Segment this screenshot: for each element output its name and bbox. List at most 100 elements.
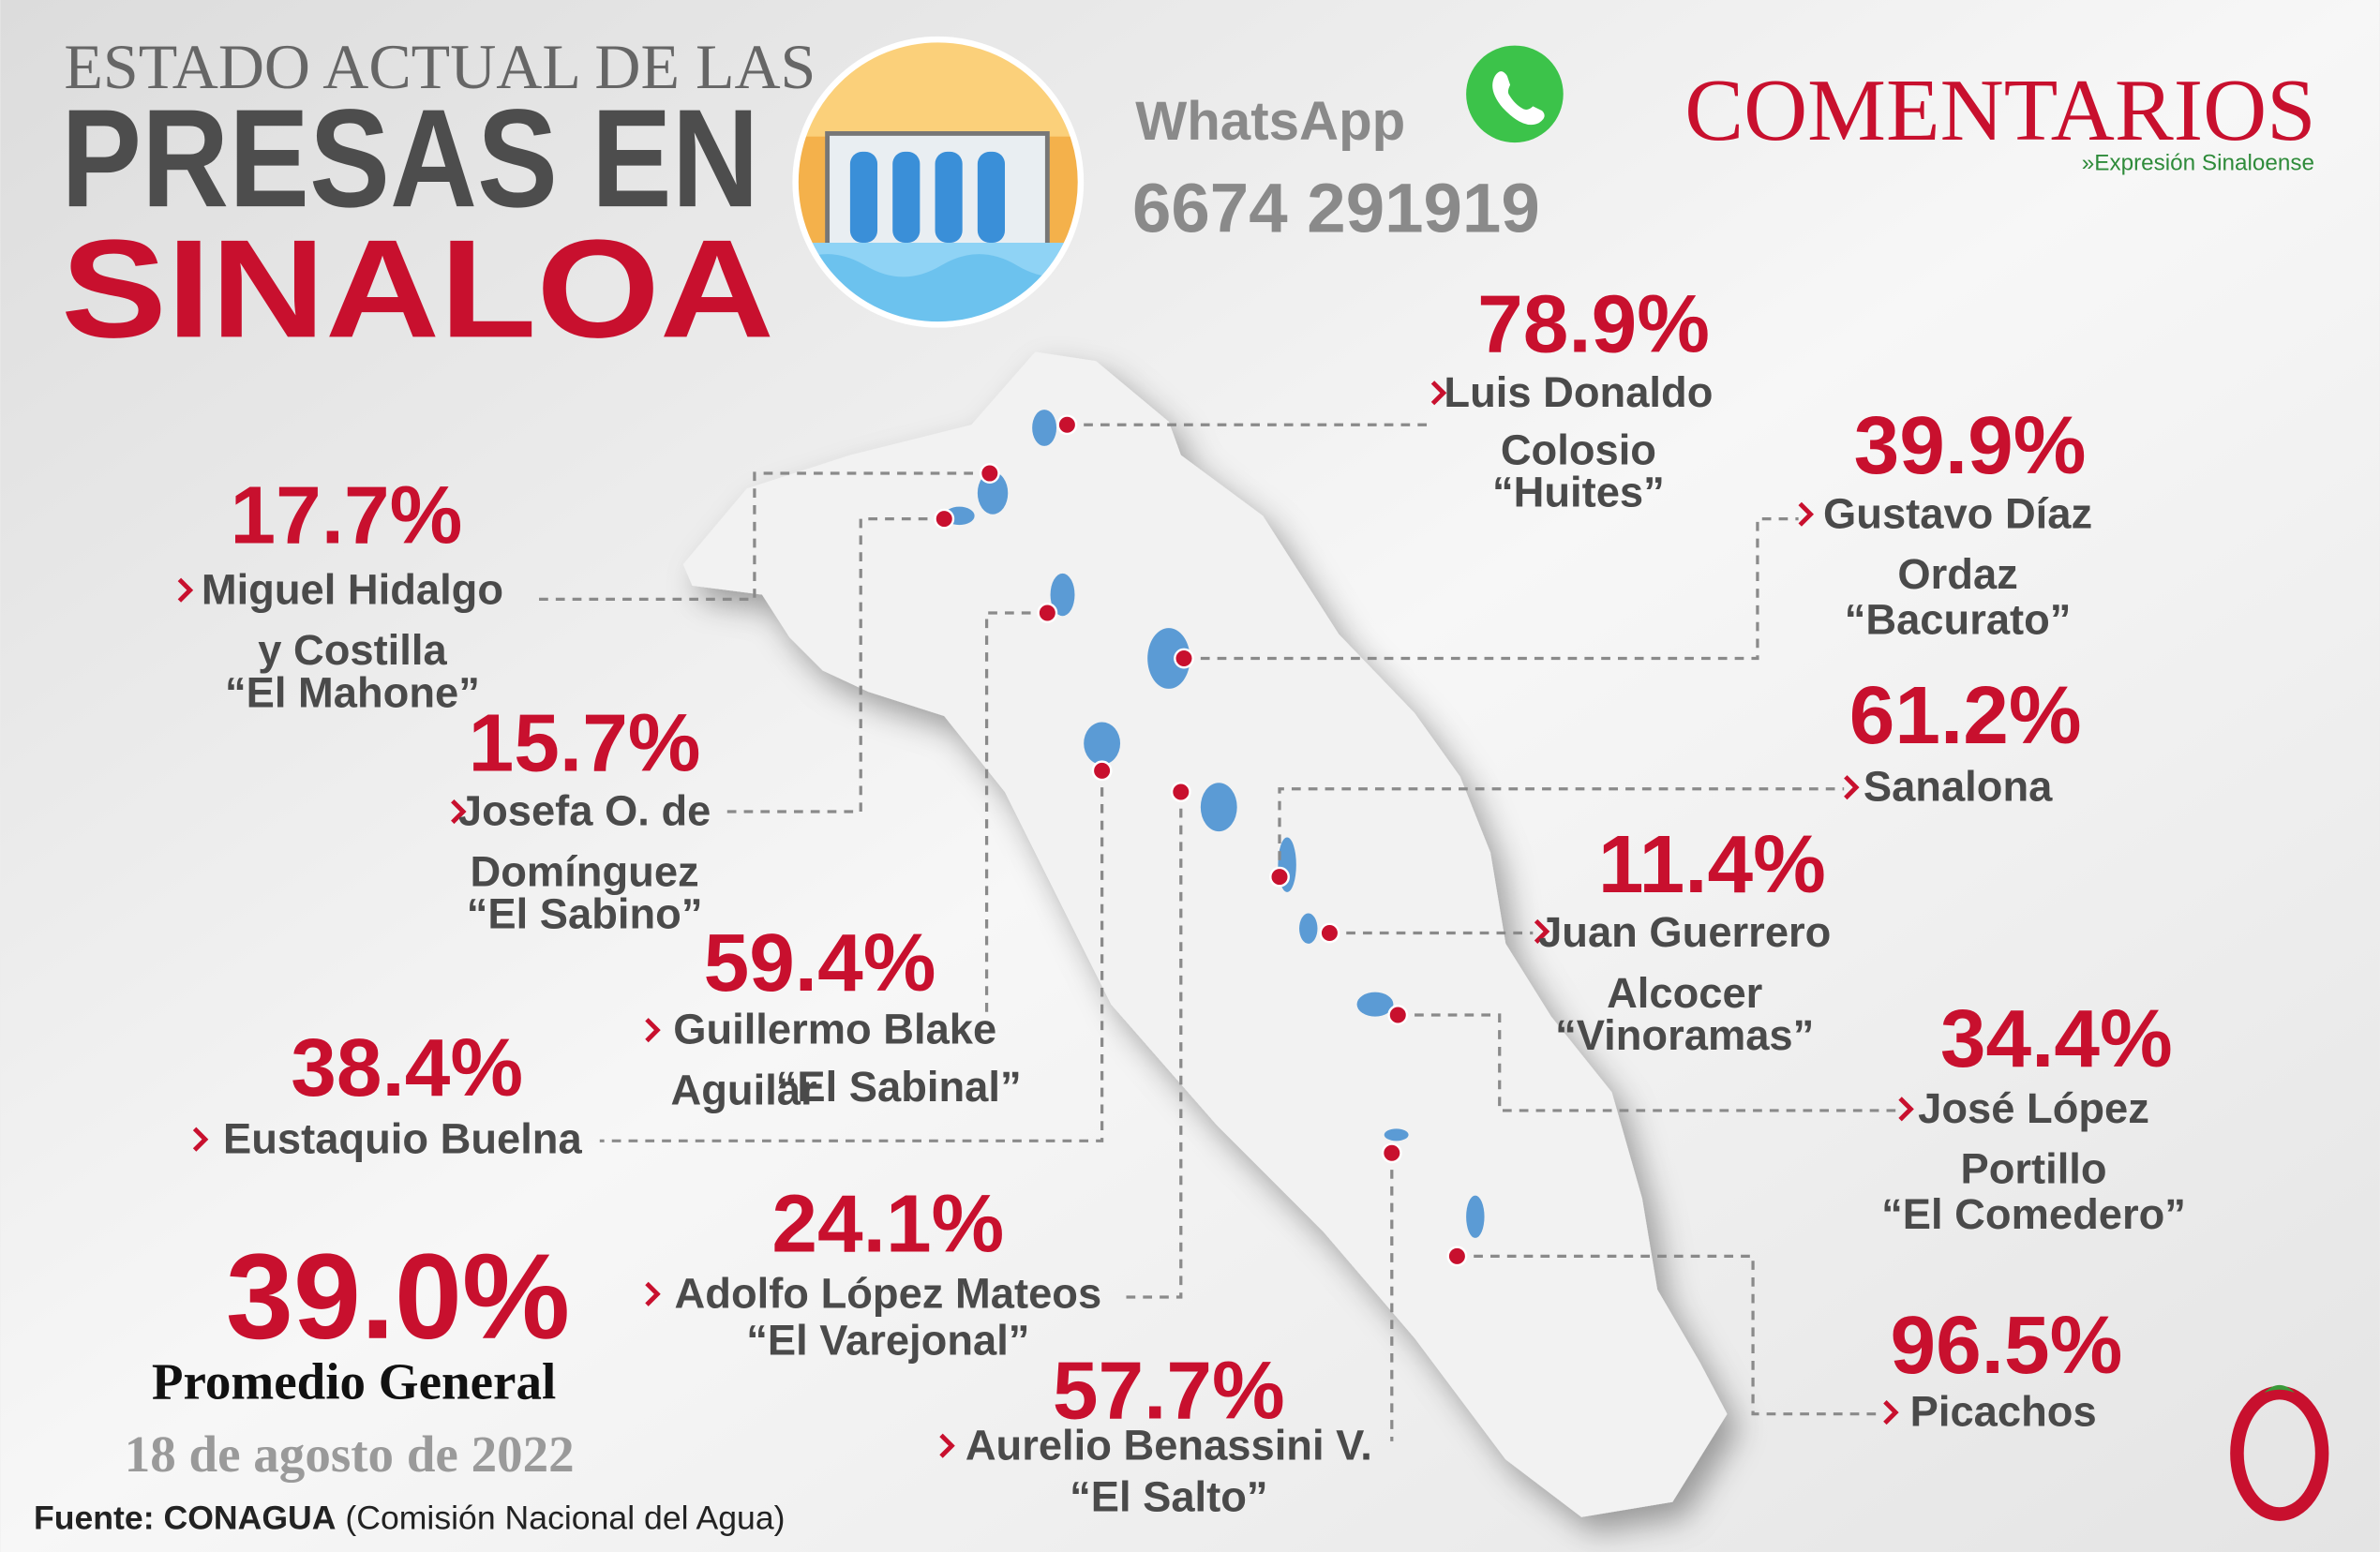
dam-name-line: Alcocer: [1607, 969, 1762, 1017]
label-arrow: [1798, 501, 1815, 527]
label-arrow: [1430, 381, 1447, 406]
dam-name-line: “El Sabinal”: [776, 1063, 1022, 1111]
lake: [1200, 783, 1237, 832]
dam-dot: [1056, 414, 1078, 436]
dam-name-line: Domínguez: [471, 847, 699, 895]
whatsapp-icon: [1466, 45, 1564, 143]
connector: [599, 770, 1104, 1142]
dam-percent: 78.9%: [1477, 278, 1710, 370]
dam-name-line: “El Sabino”: [467, 890, 703, 938]
dam-name-line: “El Comedero”: [1881, 1190, 2186, 1238]
lake: [1147, 628, 1190, 689]
dam-name-line: “Huites”: [1492, 469, 1665, 516]
dam-percent: 59.4%: [704, 917, 936, 1008]
title-line1: ESTADO ACTUAL DE LAS: [64, 31, 816, 102]
lake: [1384, 1128, 1409, 1142]
dam-icon-ring: [792, 36, 1085, 328]
connector: [1184, 517, 1799, 661]
dam-name-line: “Vinoramas”: [1555, 1011, 1814, 1059]
lake: [1084, 722, 1121, 765]
label-arrow: [1534, 918, 1550, 944]
dam-dot: [1269, 866, 1290, 888]
dam-name-line: Colosio: [1501, 425, 1656, 473]
brand-name: COMENTARIOS: [1684, 62, 2315, 159]
dam-name-line: Portillo: [1960, 1145, 2106, 1193]
dam-name-line: Eustaquio Buelna: [223, 1114, 582, 1162]
dam-name-line: y Costilla: [258, 626, 447, 674]
brand-tagline: »Expresión Sinaloense: [2082, 150, 2314, 175]
label-arrow: [451, 798, 467, 825]
dam-percent: 24.1%: [771, 1177, 1004, 1269]
title-line3: SINALOA: [61, 210, 774, 366]
label-arrow: [645, 1281, 661, 1306]
lake: [1299, 913, 1318, 944]
source-label: Fuente:: [34, 1500, 155, 1537]
dam-dot: [1174, 648, 1194, 669]
source-org: CONAGUA: [163, 1500, 336, 1537]
dam-dot: [1037, 603, 1058, 623]
brand-logo: [2230, 1384, 2329, 1521]
dam-percent: 15.7%: [469, 696, 701, 788]
dam-name-line: Adolfo López Mateos: [675, 1269, 1102, 1317]
source-detail: (Comisión Nacional del Agua): [345, 1500, 785, 1537]
connector: [1457, 1254, 1882, 1416]
dam-percent: 38.4%: [291, 1022, 523, 1113]
dam-name-line: José López: [1918, 1084, 2149, 1132]
whatsapp-phone-glyph: [1492, 71, 1545, 126]
dam-percent: 57.7%: [1053, 1345, 1285, 1437]
source: Fuente: CONAGUA (Comisión Nacional del A…: [34, 1500, 786, 1537]
title-line2: PRESAS EN: [61, 80, 759, 236]
dam-name-line: Picachos: [1910, 1388, 2097, 1436]
dam-percent: 39.9%: [1854, 399, 2087, 491]
dam-name-line: Josefa O. de: [458, 787, 711, 835]
map-sinaloa: [682, 351, 1728, 1517]
connector: [984, 611, 1048, 1014]
dam-percent: 34.4%: [1940, 992, 2173, 1084]
date: 18 de agosto de 2022: [125, 1425, 575, 1483]
dam-dot: [1091, 760, 1113, 782]
dam-name-line: Miguel Hidalgo: [202, 565, 503, 613]
label-arrow: [939, 1433, 955, 1458]
lake: [1032, 410, 1057, 446]
dam-name-line: “El Salto”: [1070, 1472, 1268, 1520]
label-arrow: [1898, 1097, 1914, 1122]
dam-name-line: Juan Guerrero: [1538, 908, 1831, 956]
dam-name-line: Gustavo Díaz: [1823, 489, 2092, 537]
dam-percent: 96.5%: [1890, 1299, 2122, 1391]
dam-dot: [934, 508, 955, 530]
label-arrow: [1844, 775, 1860, 800]
dam-name-line: “El Mahone”: [225, 668, 480, 716]
whatsapp-label: WhatsApp: [1135, 91, 1405, 152]
lake: [1050, 573, 1075, 617]
dam-name-line: Aguilar: [671, 1066, 817, 1113]
dam-name-line: Sanalona: [1864, 763, 2053, 811]
dam-name-line: Luis Donaldo: [1444, 368, 1713, 416]
dam-percent: 11.4%: [1598, 818, 1826, 910]
dam-dot: [1319, 922, 1340, 944]
connector: [1398, 1013, 1897, 1112]
dam-dot: [1170, 782, 1191, 802]
dam-dot: [979, 463, 1000, 484]
dam-dot: [1381, 1142, 1402, 1164]
dam-percent: 61.2%: [1849, 669, 2082, 761]
dam-name-line: Guillermo Blake: [673, 1006, 996, 1053]
dam-name-line: Aurelio Benassini V.: [965, 1421, 1372, 1469]
lake: [1356, 992, 1394, 1017]
dam-name-line: “El Varejonal”: [746, 1317, 1029, 1365]
dam-name-line: Ordaz: [1897, 550, 2017, 598]
label-arrow: [192, 1127, 209, 1152]
dam-dot: [1387, 1005, 1409, 1025]
dam-name-line: “Bacurato”: [1845, 596, 2072, 644]
phone-number: 6674 291919: [1132, 170, 1540, 247]
connector: [726, 517, 945, 813]
dams: 78.9%Luis Donaldo Colosio“Huites” 39.9%Gus…: [177, 278, 2186, 1520]
connector: [531, 471, 990, 602]
label-arrow: [177, 577, 194, 603]
connector: [1123, 791, 1183, 1299]
label-arrow: [645, 1018, 661, 1043]
lake: [1466, 1195, 1485, 1238]
average-label: Promedio General: [152, 1353, 556, 1410]
dam-dot: [1446, 1246, 1468, 1267]
